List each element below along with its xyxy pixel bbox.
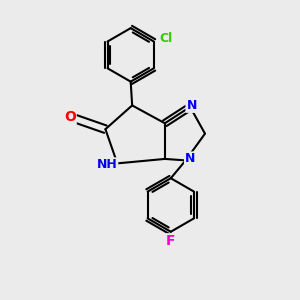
Text: Cl: Cl	[159, 32, 172, 45]
Text: N: N	[185, 152, 195, 165]
Text: O: O	[64, 110, 76, 124]
Text: F: F	[166, 234, 176, 248]
Text: N: N	[186, 99, 197, 112]
Text: NH: NH	[97, 158, 117, 171]
